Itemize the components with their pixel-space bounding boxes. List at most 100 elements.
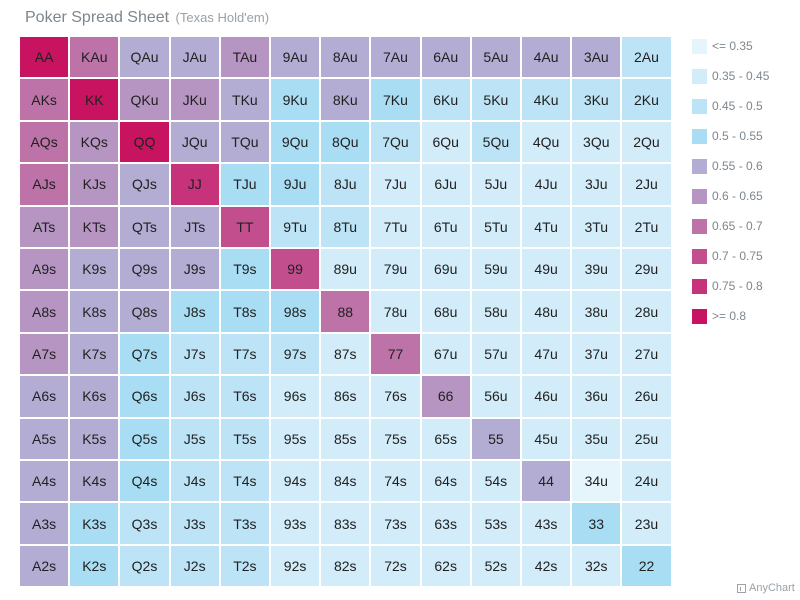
- heatmap-cell[interactable]: 6Ku: [421, 79, 472, 122]
- heatmap-cell[interactable]: 3Ju: [572, 164, 623, 207]
- heatmap-cell[interactable]: 35u: [572, 418, 623, 461]
- heatmap-cell[interactable]: 42s: [522, 545, 573, 589]
- heatmap-cell[interactable]: 78u: [371, 291, 422, 334]
- heatmap-cell[interactable]: Q3s: [120, 503, 171, 546]
- heatmap-cell[interactable]: J3s: [170, 503, 221, 546]
- heatmap-cell[interactable]: A9s: [20, 249, 71, 292]
- heatmap-cell[interactable]: 69u: [421, 249, 472, 292]
- heatmap-cell[interactable]: 6Tu: [421, 206, 472, 249]
- heatmap-cell[interactable]: A5s: [20, 418, 71, 461]
- heatmap-cell[interactable]: A7s: [20, 333, 71, 377]
- heatmap-cell[interactable]: T4s: [220, 461, 271, 504]
- heatmap-cell[interactable]: AA: [20, 37, 71, 80]
- heatmap-cell[interactable]: K5s: [70, 418, 121, 461]
- heatmap-cell[interactable]: QQ: [120, 121, 171, 165]
- heatmap-cell[interactable]: 66: [421, 376, 472, 419]
- heatmap-cell[interactable]: 26u: [622, 376, 673, 419]
- heatmap-cell[interactable]: 75s: [371, 418, 422, 461]
- heatmap-cell[interactable]: 8Ju: [321, 164, 372, 207]
- heatmap-cell[interactable]: 28u: [622, 291, 673, 334]
- heatmap-cell[interactable]: 93s: [271, 503, 322, 546]
- heatmap-cell[interactable]: 4Au: [522, 37, 573, 80]
- heatmap-cell[interactable]: JAu: [170, 37, 221, 80]
- heatmap-cell[interactable]: 99: [271, 249, 322, 292]
- heatmap-cell[interactable]: 5Tu: [471, 206, 522, 249]
- heatmap-cell[interactable]: T7s: [220, 333, 271, 377]
- heatmap-cell[interactable]: 38u: [572, 291, 623, 334]
- heatmap-cell[interactable]: QKu: [120, 79, 171, 122]
- heatmap-cell[interactable]: K6s: [70, 376, 121, 419]
- heatmap-cell[interactable]: 62s: [421, 545, 472, 589]
- heatmap-cell[interactable]: 27u: [622, 333, 673, 377]
- heatmap-cell[interactable]: Q5s: [120, 418, 171, 461]
- heatmap-cell[interactable]: TQu: [220, 121, 271, 165]
- heatmap-cell[interactable]: 5Ku: [471, 79, 522, 122]
- heatmap-cell[interactable]: J8s: [170, 291, 221, 334]
- heatmap-cell[interactable]: 45u: [522, 418, 573, 461]
- heatmap-cell[interactable]: A4s: [20, 461, 71, 504]
- heatmap-cell[interactable]: T3s: [220, 503, 271, 546]
- heatmap-cell[interactable]: A3s: [20, 503, 71, 546]
- heatmap-cell[interactable]: 6Qu: [421, 121, 472, 165]
- heatmap-cell[interactable]: 39u: [572, 249, 623, 292]
- heatmap-cell[interactable]: 53s: [471, 503, 522, 546]
- heatmap-cell[interactable]: Q8s: [120, 291, 171, 334]
- heatmap-cell[interactable]: J4s: [170, 461, 221, 504]
- heatmap-cell[interactable]: K3s: [70, 503, 121, 546]
- heatmap-cell[interactable]: 9Au: [271, 37, 322, 80]
- heatmap-cell[interactable]: 5Au: [471, 37, 522, 80]
- heatmap-cell[interactable]: 92s: [271, 545, 322, 589]
- heatmap-cell[interactable]: 58u: [471, 291, 522, 334]
- heatmap-cell[interactable]: 48u: [522, 291, 573, 334]
- heatmap-cell[interactable]: T6s: [220, 376, 271, 419]
- heatmap-cell[interactable]: J7s: [170, 333, 221, 377]
- heatmap-cell[interactable]: 8Tu: [321, 206, 372, 249]
- heatmap-cell[interactable]: ATs: [20, 206, 71, 249]
- heatmap-cell[interactable]: KJs: [70, 164, 121, 207]
- heatmap-cell[interactable]: TJu: [220, 164, 271, 207]
- heatmap-cell[interactable]: JQu: [170, 121, 221, 165]
- heatmap-cell[interactable]: 88: [321, 291, 372, 334]
- heatmap-cell[interactable]: 72s: [371, 545, 422, 589]
- heatmap-cell[interactable]: 54s: [471, 461, 522, 504]
- heatmap-cell[interactable]: 25u: [622, 418, 673, 461]
- heatmap-cell[interactable]: 47u: [522, 333, 573, 377]
- heatmap-cell[interactable]: 22: [622, 545, 673, 589]
- heatmap-cell[interactable]: JJ: [170, 164, 221, 207]
- heatmap-cell[interactable]: KTs: [70, 206, 121, 249]
- heatmap-cell[interactable]: KQs: [70, 121, 121, 165]
- heatmap-cell[interactable]: 52s: [471, 545, 522, 589]
- heatmap-cell[interactable]: 9Qu: [271, 121, 322, 165]
- heatmap-cell[interactable]: K7s: [70, 333, 121, 377]
- heatmap-cell[interactable]: QAu: [120, 37, 171, 80]
- heatmap-cell[interactable]: 37u: [572, 333, 623, 377]
- heatmap-cell[interactable]: 83s: [321, 503, 372, 546]
- heatmap-cell[interactable]: 73s: [371, 503, 422, 546]
- heatmap-cell[interactable]: 76s: [371, 376, 422, 419]
- heatmap-cell[interactable]: Q6s: [120, 376, 171, 419]
- heatmap-cell[interactable]: 4Ku: [522, 79, 573, 122]
- heatmap-cell[interactable]: 64s: [421, 461, 472, 504]
- heatmap-cell[interactable]: 77: [371, 333, 422, 377]
- heatmap-cell[interactable]: 7Au: [371, 37, 422, 80]
- heatmap-cell[interactable]: 86s: [321, 376, 372, 419]
- heatmap-cell[interactable]: J9s: [170, 249, 221, 292]
- heatmap-cell[interactable]: 4Tu: [522, 206, 573, 249]
- heatmap-cell[interactable]: 59u: [471, 249, 522, 292]
- heatmap-cell[interactable]: 85s: [321, 418, 372, 461]
- heatmap-cell[interactable]: J6s: [170, 376, 221, 419]
- heatmap-cell[interactable]: 97s: [271, 333, 322, 377]
- chart-credits[interactable]: AnyChart: [737, 582, 795, 594]
- heatmap-cell[interactable]: 79u: [371, 249, 422, 292]
- heatmap-cell[interactable]: 2Ju: [622, 164, 673, 207]
- heatmap-cell[interactable]: QJs: [120, 164, 171, 207]
- heatmap-cell[interactable]: 84s: [321, 461, 372, 504]
- heatmap-cell[interactable]: AQs: [20, 121, 71, 165]
- heatmap-cell[interactable]: Q4s: [120, 461, 171, 504]
- heatmap-cell[interactable]: 67u: [421, 333, 472, 377]
- heatmap-cell[interactable]: AKs: [20, 79, 71, 122]
- heatmap-cell[interactable]: TAu: [220, 37, 271, 80]
- heatmap-cell[interactable]: 43s: [522, 503, 573, 546]
- heatmap-cell[interactable]: 89u: [321, 249, 372, 292]
- heatmap-cell[interactable]: A6s: [20, 376, 71, 419]
